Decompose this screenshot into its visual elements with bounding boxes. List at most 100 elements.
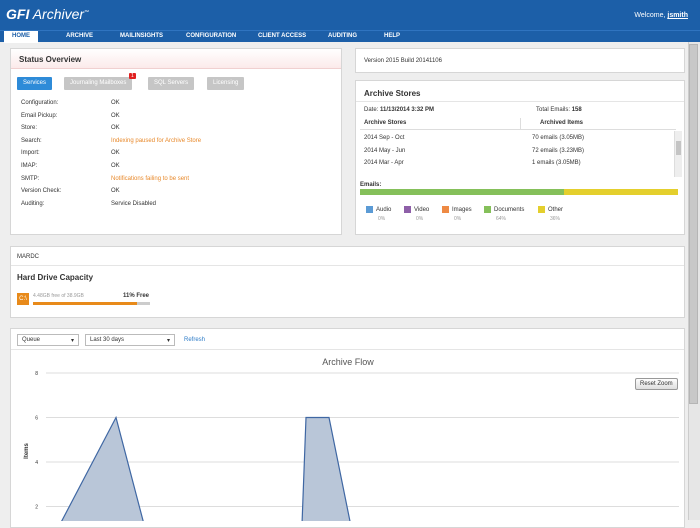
logo-tm: ™ xyxy=(84,9,90,16)
status-overview-title: Status Overview xyxy=(19,55,82,64)
tab-journaling-label: Journaling Mailboxes xyxy=(70,80,127,86)
nav-archive[interactable]: Archive xyxy=(66,33,94,39)
stores-total: Total Emails: 158 xyxy=(536,107,582,113)
status-row-label: IMAP: xyxy=(21,163,38,169)
welcome-label: Welcome, xyxy=(634,12,666,19)
archive-flow-chart[interactable]: Archive Flow Items 8 6 4 2 xyxy=(11,351,684,521)
username-link[interactable]: jsmith xyxy=(667,12,688,19)
logo-gfi: GFI xyxy=(6,6,30,22)
chevron-down-icon: ▾ xyxy=(70,338,74,344)
stores-col-divider xyxy=(520,118,521,130)
chart-gridlines: 8 6 4 2 xyxy=(35,371,679,511)
tab-services[interactable]: Services xyxy=(17,77,53,90)
drive-free-pct: 11% Free xyxy=(123,293,150,299)
store-name: 2014 May - Jun xyxy=(364,147,406,154)
queue-select[interactable]: Queue ▾ xyxy=(17,334,79,346)
status-row-value: OK xyxy=(111,125,120,132)
nav-mailinsights[interactable]: MailInsights xyxy=(120,33,163,39)
drive-capacity-bar xyxy=(33,302,150,305)
legend-item[interactable]: Audio xyxy=(366,206,391,213)
emails-bar-documents xyxy=(360,189,564,195)
chart-ytick-label: 6 xyxy=(35,416,38,422)
version-panel: Version 2015 Build 20141106 xyxy=(355,48,685,73)
status-row-label: Version Check: xyxy=(21,188,62,195)
legend-label: Audio xyxy=(376,207,392,214)
nav-configuration[interactable]: Configuration xyxy=(186,33,237,39)
nav-home[interactable]: Home xyxy=(4,31,38,43)
stores-scrollbar-thumb[interactable] xyxy=(676,141,681,155)
status-row-label: Search: xyxy=(21,137,42,144)
legend-pct: 64% xyxy=(496,216,507,222)
status-row-value: OK xyxy=(111,112,120,119)
status-row-label: Configuration: xyxy=(21,100,59,106)
stores-date: Date: 11/13/2014 3:32 PM xyxy=(364,107,434,113)
emails-legend: Audio 0% Video 0% Images 0% Documents 64% Other 3… xyxy=(366,206,666,226)
tab-sql-servers[interactable]: SQL Servers xyxy=(148,77,195,90)
legend-pct: 36% xyxy=(550,216,561,222)
page-scrollbar-thumb[interactable] xyxy=(689,44,698,404)
hard-drive-title: Hard Drive Capacity xyxy=(17,273,94,282)
store-name: 2014 Sep - Oct xyxy=(364,135,405,141)
status-row-value: Indexing paused for Archive Store xyxy=(111,137,202,144)
store-row[interactable]: 2014 Sep - Oct 70 emails (3.05MB) xyxy=(360,133,672,145)
legend-pct: 0% xyxy=(454,216,462,222)
legend-swatch xyxy=(404,206,411,213)
drive-used-fill xyxy=(33,302,138,305)
legend-item[interactable]: Images xyxy=(442,206,472,213)
archive-stores-panel: Archive Stores Date: 11/13/2014 3:32 PM … xyxy=(355,80,685,235)
chart-ytick-label: 4 xyxy=(35,460,38,466)
chart-ylabel: Items xyxy=(24,443,30,459)
stores-total-value: 158 xyxy=(571,107,582,113)
tab-licensing[interactable]: Licensing xyxy=(207,77,245,90)
nav-auditing[interactable]: Auditing xyxy=(328,33,357,39)
chart-title: Archive Flow xyxy=(322,357,374,367)
status-row-value: OK xyxy=(111,163,120,169)
legend-item[interactable]: Documents xyxy=(484,206,524,213)
emails-type-bar xyxy=(360,189,678,195)
legend-pct: 0% xyxy=(378,216,386,222)
legend-swatch xyxy=(442,206,449,213)
status-header: Status Overview xyxy=(11,49,341,69)
welcome-message: Welcome, jsmith xyxy=(634,12,688,19)
stores-date-value: 11/13/2014 3:32 PM xyxy=(380,107,435,113)
nav-client-access[interactable]: Client Access xyxy=(258,33,307,39)
chart-series-area xyxy=(61,417,350,521)
queue-select-value: Queue xyxy=(22,337,41,343)
status-row-label: SMTP: xyxy=(21,175,40,182)
legend-item[interactable]: Other xyxy=(538,206,563,213)
store-items: 72 emails (3.23MB) xyxy=(532,147,585,154)
chart-series xyxy=(61,415,351,521)
server-divider xyxy=(11,265,684,266)
stores-col-items: Archived Items xyxy=(540,120,584,126)
legend-swatch xyxy=(538,206,545,213)
date-range-value: Last 30 days xyxy=(90,337,125,343)
legend-item[interactable]: Video xyxy=(404,206,429,213)
status-row-value: Notifications failing to be sent xyxy=(111,175,190,182)
server-name: MARDC xyxy=(17,254,39,260)
archive-flow-panel: Queue ▾ Last 30 days ▾ Refresh Reset Zoom … xyxy=(10,328,685,528)
store-row[interactable]: 2014 May - Jun 72 emails (3.23MB) xyxy=(360,146,672,158)
tab-journaling-mailboxes[interactable]: Journaling Mailboxes xyxy=(64,77,133,90)
server-panel: MARDC Hard Drive Capacity C:\ 4.48GB fre… xyxy=(10,246,685,318)
legend-pct: 0% xyxy=(416,216,424,222)
status-row-value: OK xyxy=(111,188,120,195)
status-row-label: Store: xyxy=(21,125,38,132)
logo-archiver: Archiver xyxy=(32,6,85,22)
chart-ytick-label: 2 xyxy=(35,505,38,511)
reset-zoom-button[interactable]: Reset Zoom xyxy=(635,378,678,390)
status-row-label: Auditing: xyxy=(21,200,45,207)
status-row-value: Service Disabled xyxy=(111,200,157,207)
refresh-link[interactable]: Refresh xyxy=(184,337,206,343)
stores-scrollbar[interactable] xyxy=(674,131,682,177)
app-logo[interactable]: GFI Archiver™ xyxy=(6,6,89,22)
legend-label: Images xyxy=(452,207,472,214)
legend-label: Video xyxy=(414,207,430,214)
date-range-select[interactable]: Last 30 days ▾ xyxy=(85,334,175,346)
store-row[interactable]: 2014 Mar - Apr 1 emails (3.05MB) xyxy=(360,158,672,170)
status-overview-panel: Status Overview Services Journaling Mail… xyxy=(10,48,342,235)
legend-swatch xyxy=(484,206,491,213)
nav-help[interactable]: Help xyxy=(384,33,401,39)
legend-label: Other xyxy=(548,207,564,214)
top-bar: GFI Archiver™ Welcome, jsmith xyxy=(0,0,700,30)
stores-table-body[interactable]: 2014 Sep - Oct 70 emails (3.05MB) 2014 May… xyxy=(360,133,672,173)
